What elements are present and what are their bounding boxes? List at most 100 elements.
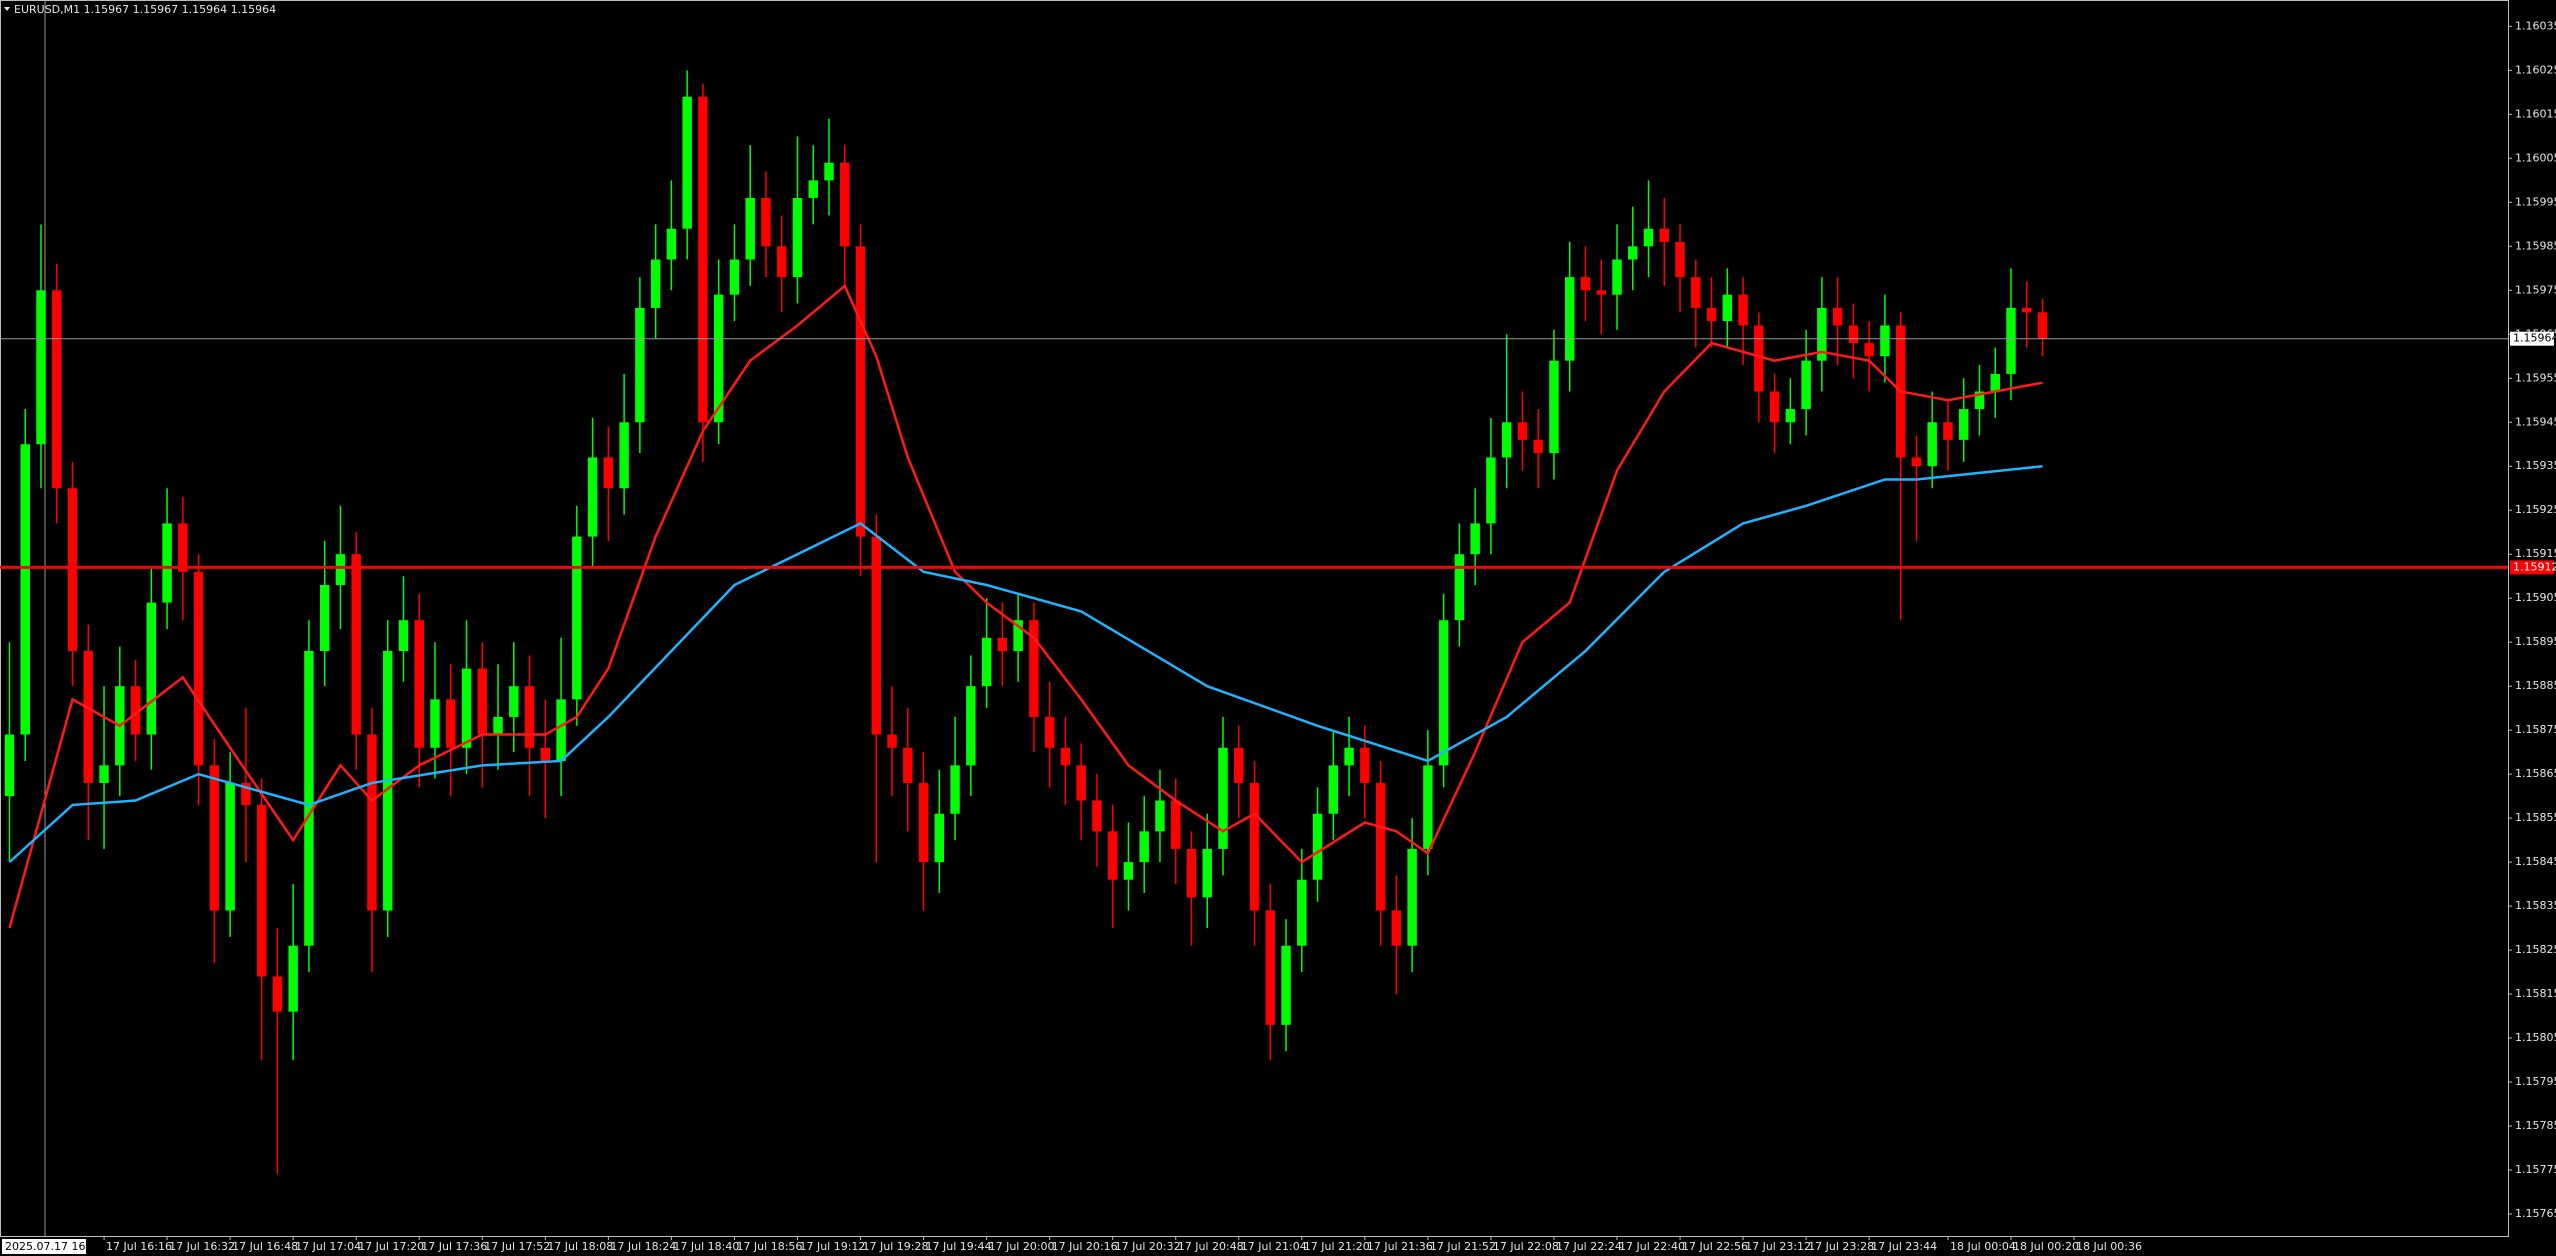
candle-body — [272, 976, 283, 1012]
candle-body — [1454, 554, 1465, 621]
candle-body — [1312, 813, 1323, 880]
candle-body — [1186, 848, 1197, 898]
candle-body — [981, 637, 992, 687]
y-tick-label: 1.16025 — [2515, 63, 2556, 76]
candle-body — [1249, 782, 1260, 911]
candle-body — [997, 637, 1008, 651]
candle-body — [1643, 228, 1654, 247]
candle-body — [1407, 848, 1417, 946]
candle-body — [1281, 945, 1291, 1025]
candle-body — [1044, 716, 1055, 748]
candle-body — [1029, 620, 1039, 717]
collapse-arrow[interactable] — [4, 7, 10, 11]
y-tick-label: 1.15865 — [2515, 767, 2556, 780]
y-tick-label: 1.15955 — [2515, 371, 2556, 384]
candle-body — [193, 571, 204, 766]
x-tick-label: 17 Jul 16:48 — [232, 1240, 298, 1253]
candle-body — [2022, 307, 2032, 313]
candle-body — [966, 686, 976, 766]
x-tick-label: 17 Jul 22:08 — [1493, 1240, 1559, 1253]
candle-body — [1832, 307, 1843, 326]
y-tick-label: 1.15905 — [2515, 591, 2556, 604]
candle-body — [1517, 422, 1528, 440]
x-tick-label: 17 Jul 22:40 — [1619, 1240, 1685, 1253]
x-tick-label: 17 Jul 23:12 — [1745, 1240, 1811, 1253]
candle-body — [446, 699, 456, 748]
candle-body — [887, 734, 897, 748]
candle-body — [934, 813, 945, 863]
y-tick-label: 1.15935 — [2515, 459, 2556, 472]
x-tick-label: 17 Jul 22:56 — [1682, 1240, 1748, 1253]
y-tick-label: 1.15825 — [2515, 943, 2556, 956]
moving-average — [8, 283, 2043, 929]
candle-body — [540, 747, 551, 761]
candle-body — [792, 197, 803, 278]
candle-body — [666, 228, 677, 260]
y-tick-label: 1.15855 — [2515, 811, 2556, 824]
x-tick-label: 17 Jul 21:36 — [1367, 1240, 1433, 1253]
candle-body — [2037, 312, 2048, 339]
candle-body — [745, 197, 755, 260]
candle-body — [1549, 360, 1559, 454]
x-tick-label: 18 Jul 00:36 — [2076, 1240, 2142, 1253]
x-tick-label: 17 Jul 20:16 — [1052, 1240, 1118, 1253]
candle-body — [1265, 910, 1276, 1025]
candle-body — [1076, 765, 1086, 801]
candle-body — [1628, 246, 1638, 260]
candle-body — [335, 554, 346, 586]
candle-body — [146, 602, 157, 735]
y-tick-label: 1.15925 — [2515, 503, 2556, 516]
candle-body — [319, 585, 330, 651]
candle-body — [524, 686, 535, 748]
candle-body — [225, 782, 235, 911]
candle-body — [776, 246, 787, 278]
candle-body — [477, 668, 488, 735]
candle-body — [1580, 277, 1591, 291]
candle-body — [1533, 439, 1543, 454]
x-tick-label: 17 Jul 20:32 — [1115, 1240, 1181, 1253]
candle-body — [461, 668, 472, 748]
candle-body — [430, 699, 440, 748]
y-tick-label: 1.15845 — [2515, 855, 2556, 868]
candle-body — [1864, 343, 1874, 357]
moving-average — [8, 465, 2043, 864]
candle-body — [1170, 800, 1181, 849]
x-tick-label: 17 Jul 18:08 — [547, 1240, 613, 1253]
crosshair-label: 2025.07.17 16:10 — [5, 1240, 103, 1253]
candle-body — [4, 734, 15, 797]
candle-body — [1722, 294, 1733, 322]
y-tick-label: 1.15765 — [2515, 1207, 2556, 1220]
crosshair-label-box — [2, 1239, 86, 1254]
y-tick-label: 1.15945 — [2515, 415, 2556, 428]
candle-body — [1880, 325, 1890, 357]
candle-body — [635, 307, 645, 423]
candle-body — [950, 765, 960, 814]
x-tick-label: 17 Jul 17:52 — [484, 1240, 550, 1253]
candle-body — [729, 259, 740, 295]
x-tick-label: 17 Jul 19:28 — [863, 1240, 929, 1253]
candle-body — [1612, 259, 1622, 295]
x-tick-label: 17 Jul 16:32 — [169, 1240, 235, 1253]
x-tick-label: 17 Jul 23:28 — [1808, 1240, 1874, 1253]
candle-body — [587, 457, 598, 537]
candle-body — [1423, 765, 1433, 849]
x-tick-label: 17 Jul 22:24 — [1556, 1240, 1622, 1253]
y-tick-label: 1.15875 — [2515, 723, 2556, 736]
candle-body — [1438, 620, 1449, 766]
candle-body — [1943, 422, 1953, 440]
candle-body — [1706, 307, 1717, 322]
candle-body — [1785, 409, 1796, 423]
plot-frame — [0, 0, 2509, 1237]
candle-body — [1501, 422, 1512, 458]
candle-body — [1328, 765, 1339, 814]
candle-body — [1848, 325, 1859, 344]
candle-body — [713, 294, 724, 423]
candle-body — [1202, 848, 1212, 898]
candle-body — [1974, 391, 1985, 410]
x-tick-label: 18 Jul 00:04 — [1950, 1240, 2016, 1253]
x-tick-label: 17 Jul 21:04 — [1241, 1240, 1307, 1253]
candle-body — [493, 716, 503, 735]
x-tick-label: 17 Jul 20:00 — [989, 1240, 1055, 1253]
candle-body — [761, 197, 771, 247]
